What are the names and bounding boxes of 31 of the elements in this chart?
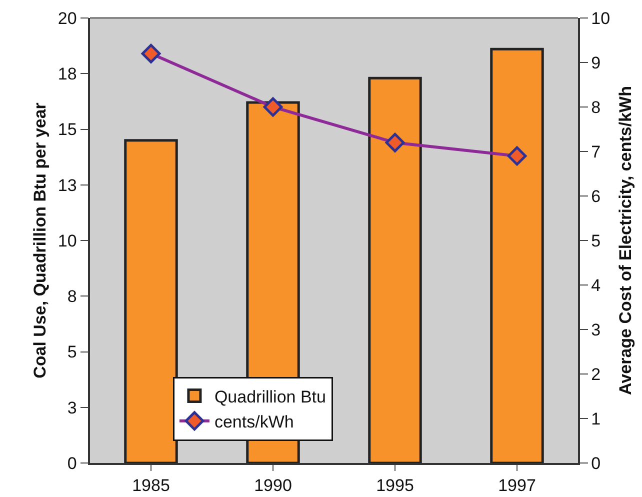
y2-tick-label: 0 xyxy=(591,454,601,473)
y-axis-title: Coal Use, Quadrillion Btu per year xyxy=(30,102,50,378)
x-tick-label: 1985 xyxy=(132,476,170,496)
x-tick-label: 1995 xyxy=(376,476,414,496)
legend-label: Quadrillion Btu xyxy=(214,387,326,406)
y2-tick-label: 6 xyxy=(591,186,601,206)
y2-tick-label: 1 xyxy=(591,409,601,428)
y-tick-label: 18 xyxy=(58,64,77,84)
x-tick-label: 1997 xyxy=(498,476,536,496)
y-tick-label: 3 xyxy=(67,398,77,418)
y2-tick-label: 8 xyxy=(591,98,601,117)
y-tick-label: 8 xyxy=(67,287,77,306)
bar xyxy=(490,48,544,463)
y2-tick-label: 7 xyxy=(591,142,601,162)
y2-tick-label: 3 xyxy=(591,320,601,340)
y-tick-label: 5 xyxy=(67,342,77,362)
y-tick-label: 10 xyxy=(58,231,77,250)
y-tick-label: 20 xyxy=(58,8,77,28)
y2-tick-label: 5 xyxy=(591,231,601,250)
y-tick-label: 0 xyxy=(67,454,77,473)
y2-tick-label: 9 xyxy=(591,53,601,72)
y2-tick-label: 10 xyxy=(591,8,610,28)
x-tick-label: 1990 xyxy=(254,476,292,496)
y-tick-label: 13 xyxy=(58,176,77,195)
legend-label: cents/kWh xyxy=(214,412,294,432)
y2-axis-title: Average Cost of Electricity, cents/kWh xyxy=(616,86,635,395)
bar xyxy=(124,139,178,463)
y2-tick-label: 2 xyxy=(591,364,601,384)
y-tick-label: 15 xyxy=(58,120,77,140)
y2-tick-label: 4 xyxy=(591,276,601,295)
bar xyxy=(368,76,422,463)
